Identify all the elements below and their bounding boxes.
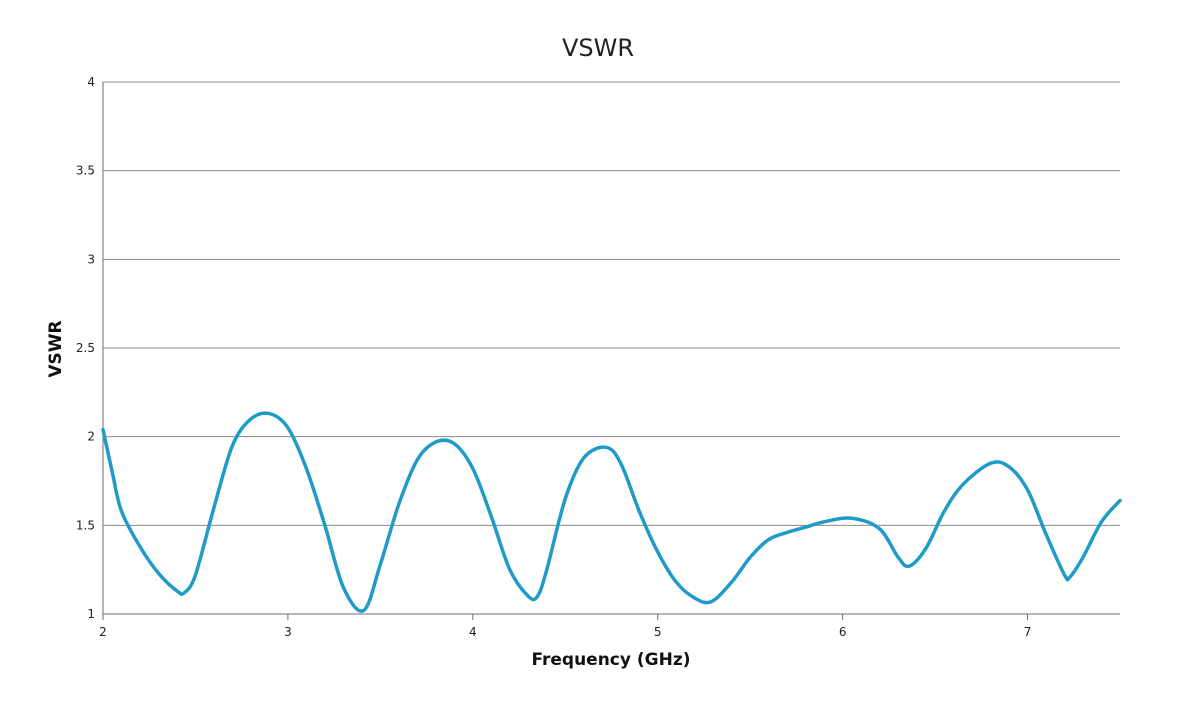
x-tick-label: 2: [99, 625, 107, 639]
vswr-series-line: [101, 411, 1122, 613]
y-tick-label: 3.5: [76, 164, 95, 178]
y-tick-label: 1.5: [76, 518, 95, 532]
x-tick-label: 7: [1024, 625, 1032, 639]
chart-title: VSWR: [562, 34, 634, 62]
y-tick-label: 2: [87, 430, 95, 444]
x-tick-label: 4: [469, 625, 477, 639]
y-tick-label: 1: [87, 607, 95, 621]
x-tick-label: 3: [284, 625, 292, 639]
tick-labels: 1 1.5 2 2.5 3 3.5 4 2 3 4 5 6 7: [76, 75, 1031, 639]
series: [101, 411, 1122, 613]
x-tick-label: 6: [839, 625, 847, 639]
y-tick-label: 2.5: [76, 341, 95, 355]
axes: [102, 82, 1120, 620]
gridlines: [103, 81, 1120, 615]
x-tick-label: 5: [654, 625, 662, 639]
y-tick-label: 4: [87, 75, 95, 89]
y-axis-label: VSWR: [46, 320, 66, 377]
x-axis-label: Frequency (GHz): [531, 650, 690, 670]
y-tick-label: 3: [87, 252, 95, 266]
